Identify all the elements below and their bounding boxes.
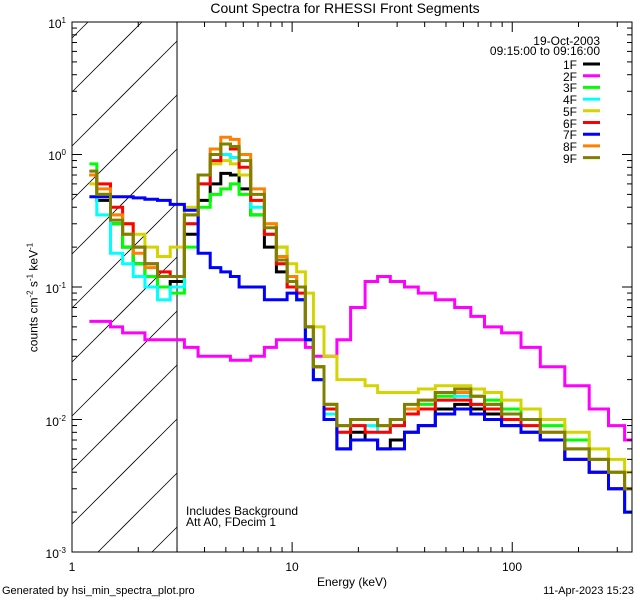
series-1F (89, 171, 632, 514)
y-tick-label: 100 (48, 148, 66, 163)
hatch-line (71, 21, 89, 39)
hatch-line (71, 40, 178, 147)
series-7F (89, 195, 632, 514)
hatch-line (71, 418, 178, 525)
y-tick-label: 10-2 (45, 414, 66, 429)
hatch-line (71, 94, 178, 201)
x-tick-label: 10 (285, 560, 299, 574)
hatch-line (97, 472, 178, 553)
annotation-background: Includes Background (186, 504, 299, 518)
legend-label-2F: 2F (562, 69, 577, 84)
legend-label-9F: 9F (562, 151, 577, 166)
y-tick-label: 101 (48, 16, 66, 31)
chart-title: Count Spectra for RHESSI Front Segments (210, 0, 480, 16)
y-tick-label: 10-1 (45, 281, 66, 296)
legend-label-7F: 7F (562, 128, 577, 143)
legend-label-6F: 6F (562, 116, 577, 131)
x-tick-label: 100 (501, 560, 523, 574)
hatch-line (71, 21, 143, 93)
hatch-line (71, 364, 178, 471)
series-6F (89, 142, 632, 491)
hatch-line (71, 148, 178, 255)
legend-label-4F: 4F (562, 93, 577, 108)
legend-label-1F: 1F (562, 58, 577, 72)
y-tick-label: 10-3 (45, 546, 66, 561)
series-2F (89, 275, 632, 442)
series-9F (89, 142, 632, 491)
hatch-line (71, 202, 178, 309)
legend-label-8F: 8F (562, 139, 577, 154)
series-5F (89, 159, 632, 474)
hatch-line (71, 256, 178, 363)
footer-generated: Generated by hsi_min_spectra_plot.pro (2, 585, 195, 597)
legend-time-range: 09:15:00 to 09:16:00 (489, 44, 600, 58)
hatch-line (151, 526, 178, 553)
annotation-attenuator: Att A0, FDecim 1 (186, 515, 277, 529)
x-axis-label: Energy (keV) (316, 575, 388, 589)
legend-label-5F: 5F (562, 104, 577, 119)
y-axis-label: counts cm-2 s-1 keV-1 (25, 242, 41, 353)
series-4F (89, 153, 632, 514)
series-8F (89, 135, 632, 491)
legend-label-3F: 3F (562, 81, 577, 96)
hatch-line (71, 310, 178, 417)
footer-date: 11-Apr-2023 15:23 (543, 585, 634, 597)
legend-date: 19-Oct-2003 (533, 34, 600, 48)
x-tick-label: 1 (68, 560, 76, 574)
